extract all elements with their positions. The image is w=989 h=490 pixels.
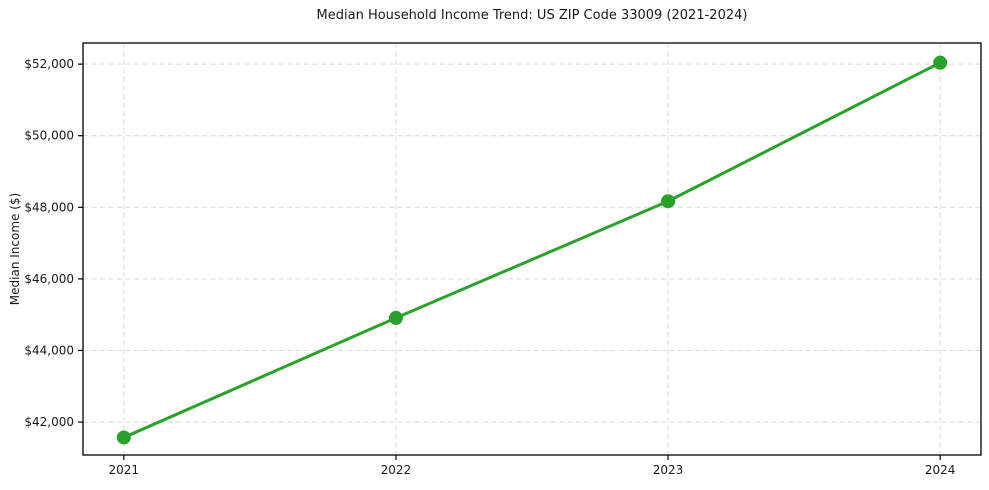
y-tick-label: $50,000	[24, 129, 74, 143]
y-tick-label: $48,000	[24, 200, 74, 214]
x-tick-label: 2024	[925, 463, 956, 477]
x-tick-label: 2022	[381, 463, 412, 477]
x-tick-label: 2023	[653, 463, 684, 477]
trend-line	[122, 61, 942, 439]
data-point-marker	[661, 194, 676, 209]
y-tick-label: $44,000	[24, 343, 74, 357]
plot-border	[82, 42, 982, 456]
y-tick-label: $42,000	[24, 415, 74, 429]
chart-title: Median Household Income Trend: US ZIP Co…	[316, 8, 748, 23]
data-point-marker	[116, 430, 131, 445]
data-point-marker	[933, 55, 948, 70]
y-tick-label: $52,000	[24, 57, 74, 71]
x-tick-label: 2021	[109, 463, 140, 477]
y-tick-label: $46,000	[24, 272, 74, 286]
data-point-marker	[388, 310, 403, 325]
